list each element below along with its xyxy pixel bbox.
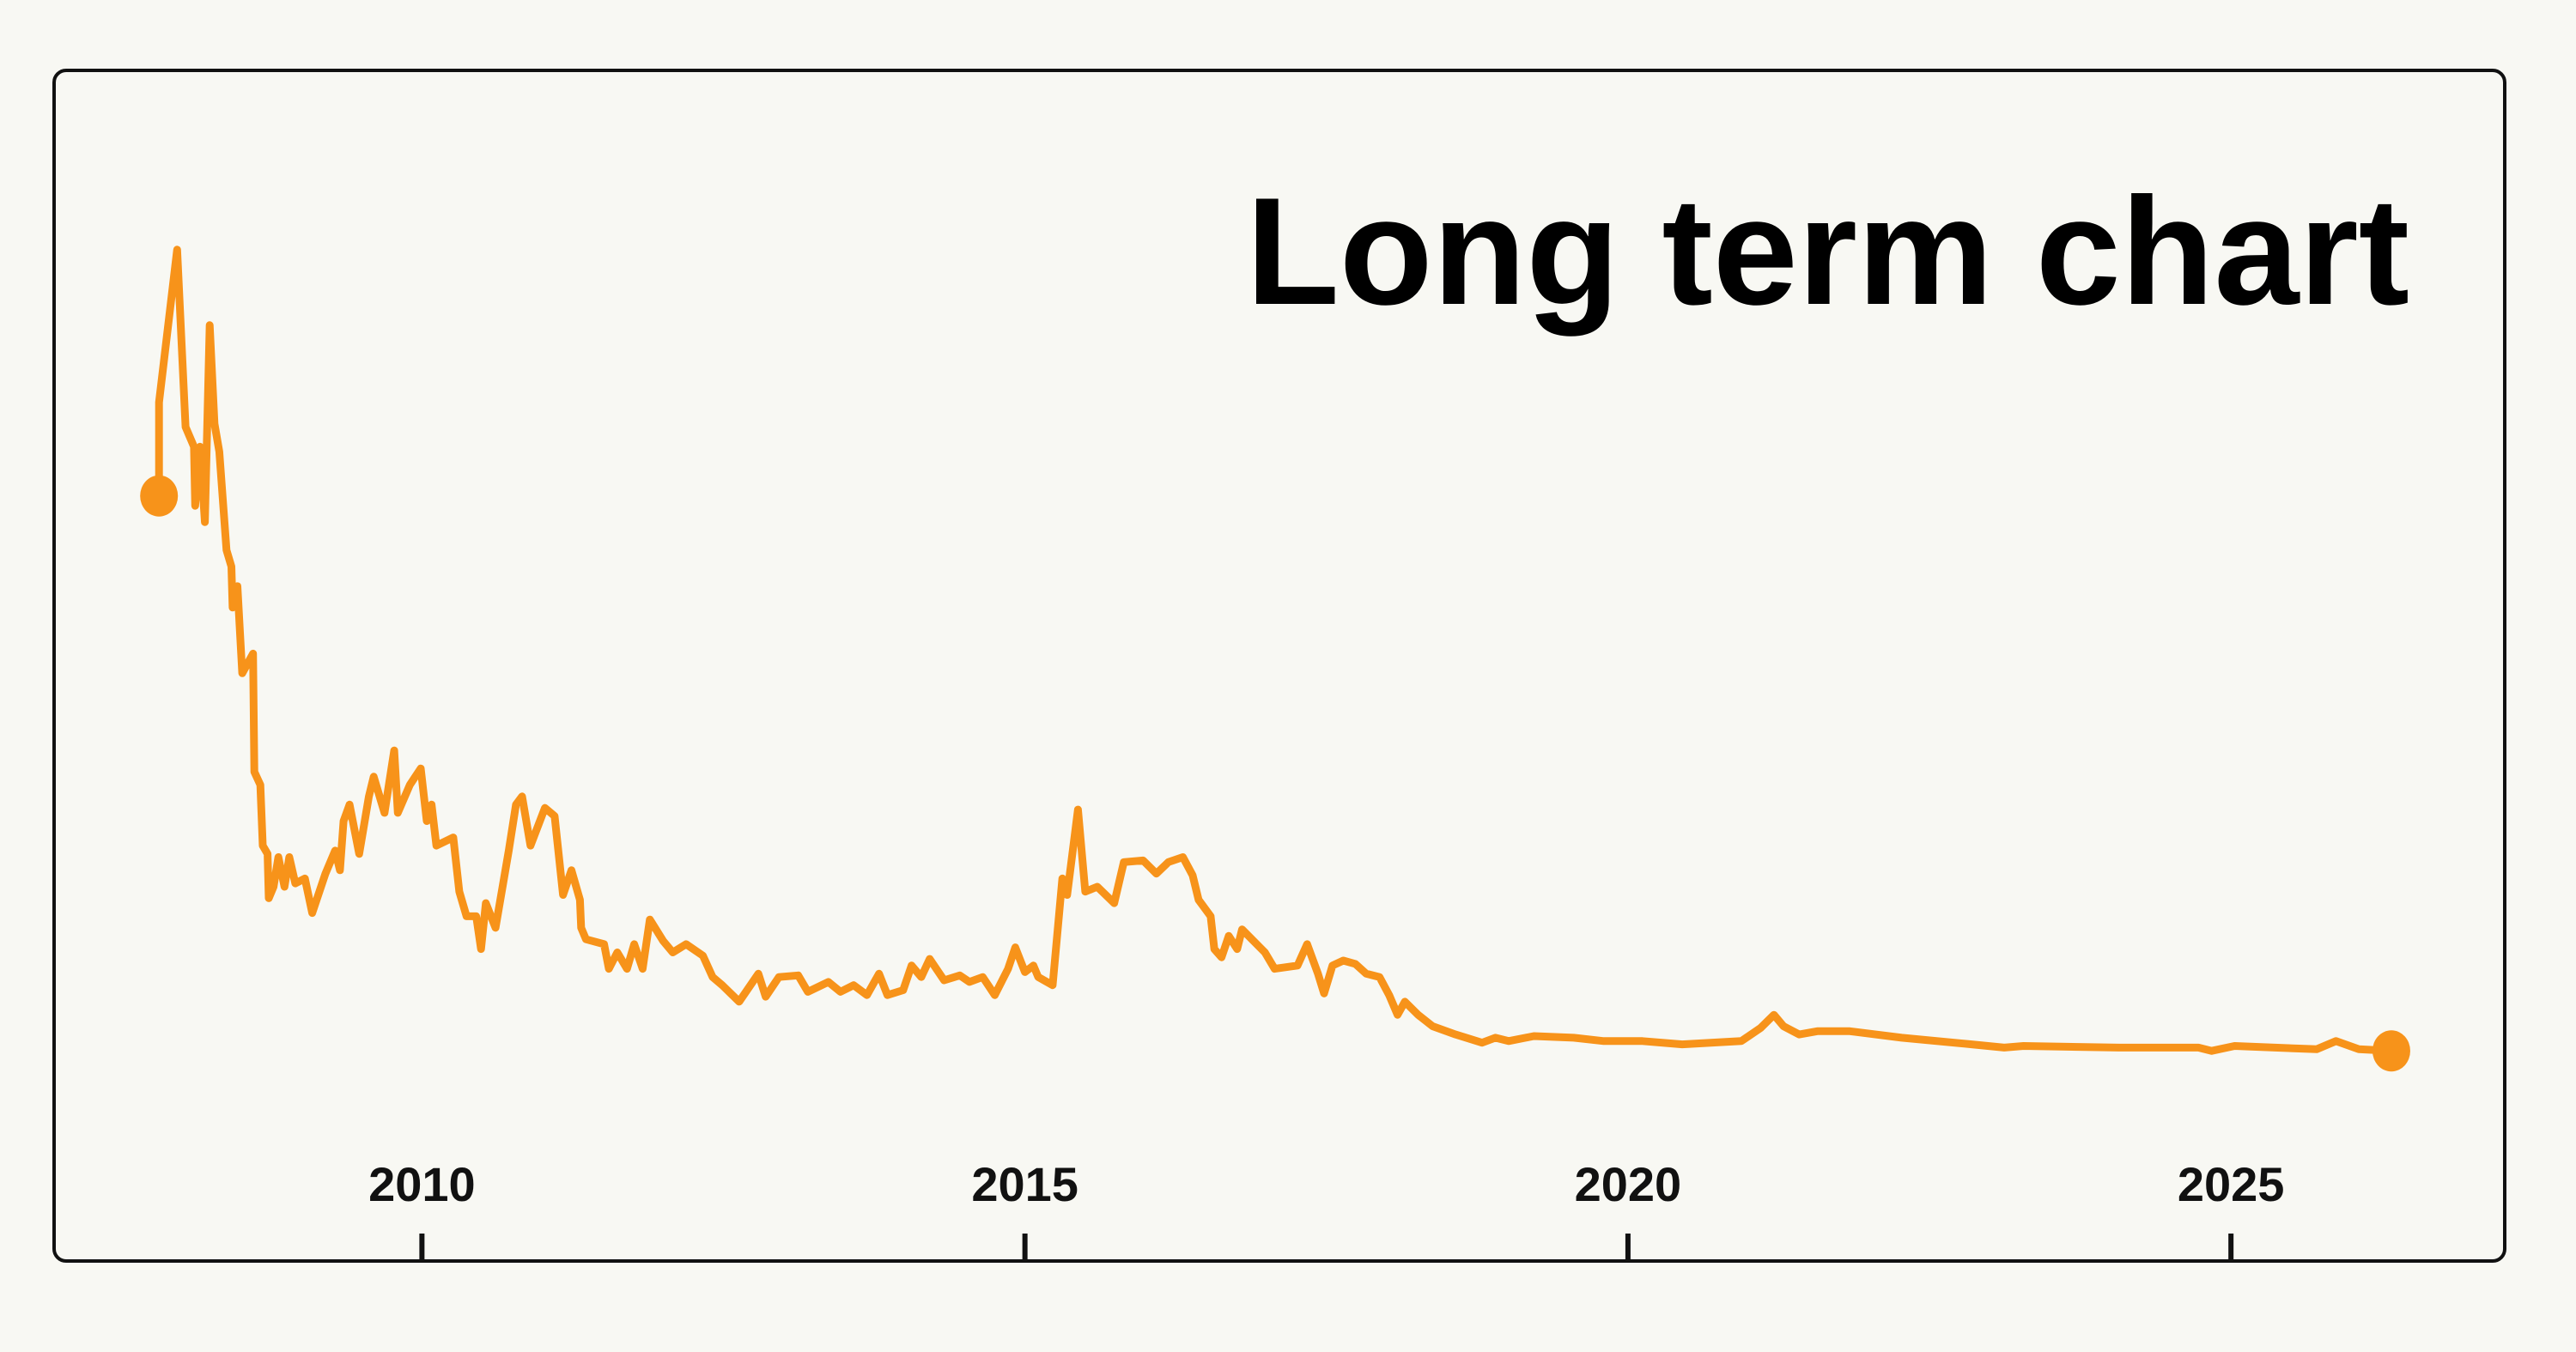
- end-marker: [140, 475, 179, 517]
- x-tick-label: 2025: [2178, 1157, 2285, 1211]
- x-tick-label: 2015: [971, 1157, 1078, 1211]
- end-marker: [2372, 1030, 2410, 1072]
- chart-title: Long term chart: [1246, 166, 2409, 336]
- chart-frame: [52, 69, 2506, 1263]
- x-tick-label: 2020: [1575, 1157, 1682, 1211]
- x-tick-label: 2010: [368, 1157, 476, 1211]
- price-line: [155, 246, 2396, 1055]
